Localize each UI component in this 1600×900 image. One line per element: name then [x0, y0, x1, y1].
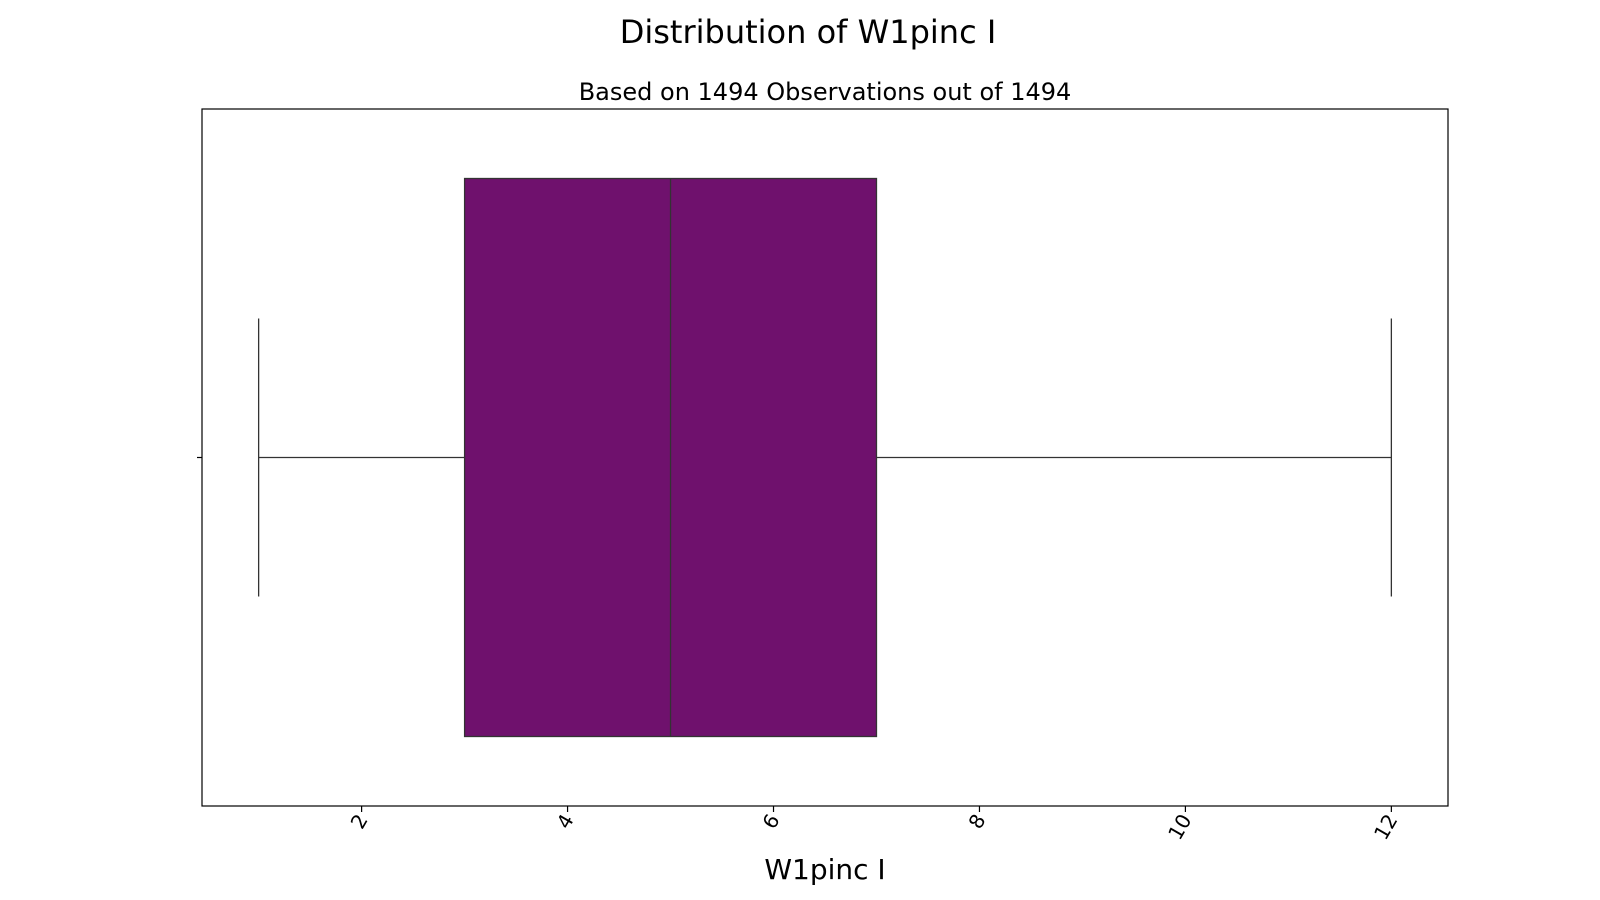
- x-tick-label: 8: [963, 810, 990, 833]
- x-tick-label: 2: [346, 810, 373, 833]
- x-tick-label: 6: [757, 810, 784, 833]
- plot-area: 2 4 6 8 10 12: [197, 108, 1449, 844]
- x-tick-label: 10: [1163, 810, 1197, 844]
- x-axis-label: W1pinc I: [764, 853, 885, 886]
- x-tick-label: 4: [552, 810, 579, 833]
- chart-subtitle: Based on 1494 Observations out of 1494: [579, 78, 1072, 106]
- x-tick-label: 12: [1369, 810, 1403, 844]
- chart-title: Distribution of W1pinc I: [620, 13, 997, 51]
